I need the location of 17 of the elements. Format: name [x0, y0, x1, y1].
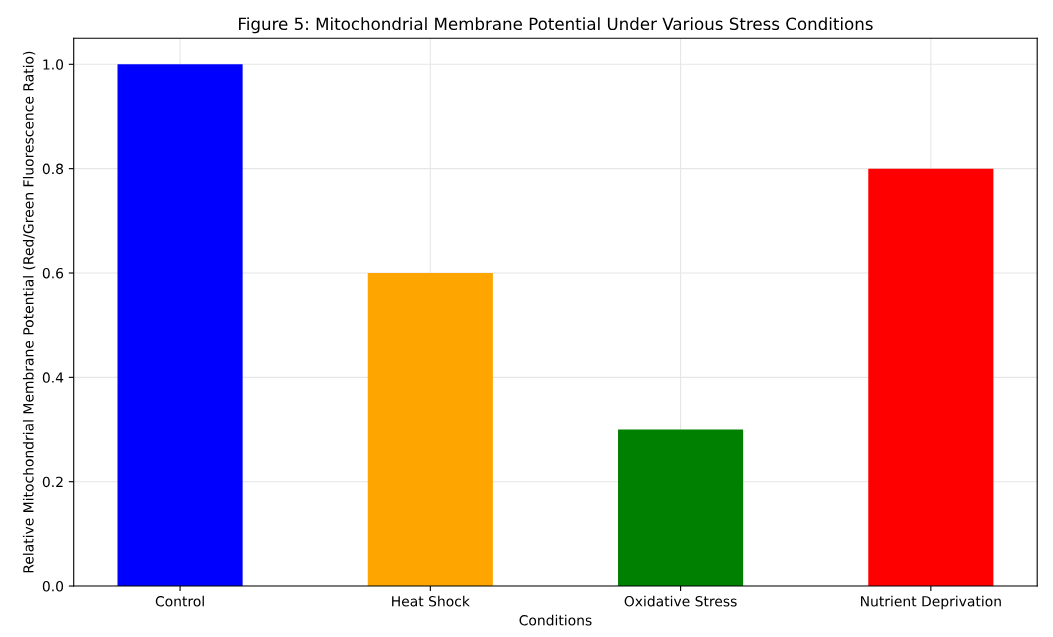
x-axis-title: Conditions: [519, 614, 592, 626]
bar: [868, 168, 994, 587]
bar: [618, 429, 744, 587]
y-tick-label: 0.8: [42, 163, 64, 175]
y-axis-title: Relative Mitochondrial Membrane Potential (Red/Green Fluorescence Ratio): [22, 51, 36, 573]
y-tick-label: 0.0: [42, 581, 64, 592]
y-tick-label: 1.0: [43, 59, 64, 70]
chart-title: Figure 5: Mitochondrial Membrane Potential Under Various Stress Conditions: [239, 17, 873, 34]
bar: [367, 273, 493, 587]
x-tick-label: Heat Shock: [392, 595, 470, 607]
y-tick-label: 0.2: [42, 476, 63, 488]
x-tick-label: Oxidative Stress: [624, 595, 737, 607]
bar: [117, 64, 243, 587]
x-tick-label: Nutrient Deprivation: [861, 595, 1001, 610]
y-tick-label: 0.4: [42, 372, 64, 383]
y-tick-label: 0.6: [42, 267, 64, 279]
x-tick-label: Control: [155, 595, 204, 607]
